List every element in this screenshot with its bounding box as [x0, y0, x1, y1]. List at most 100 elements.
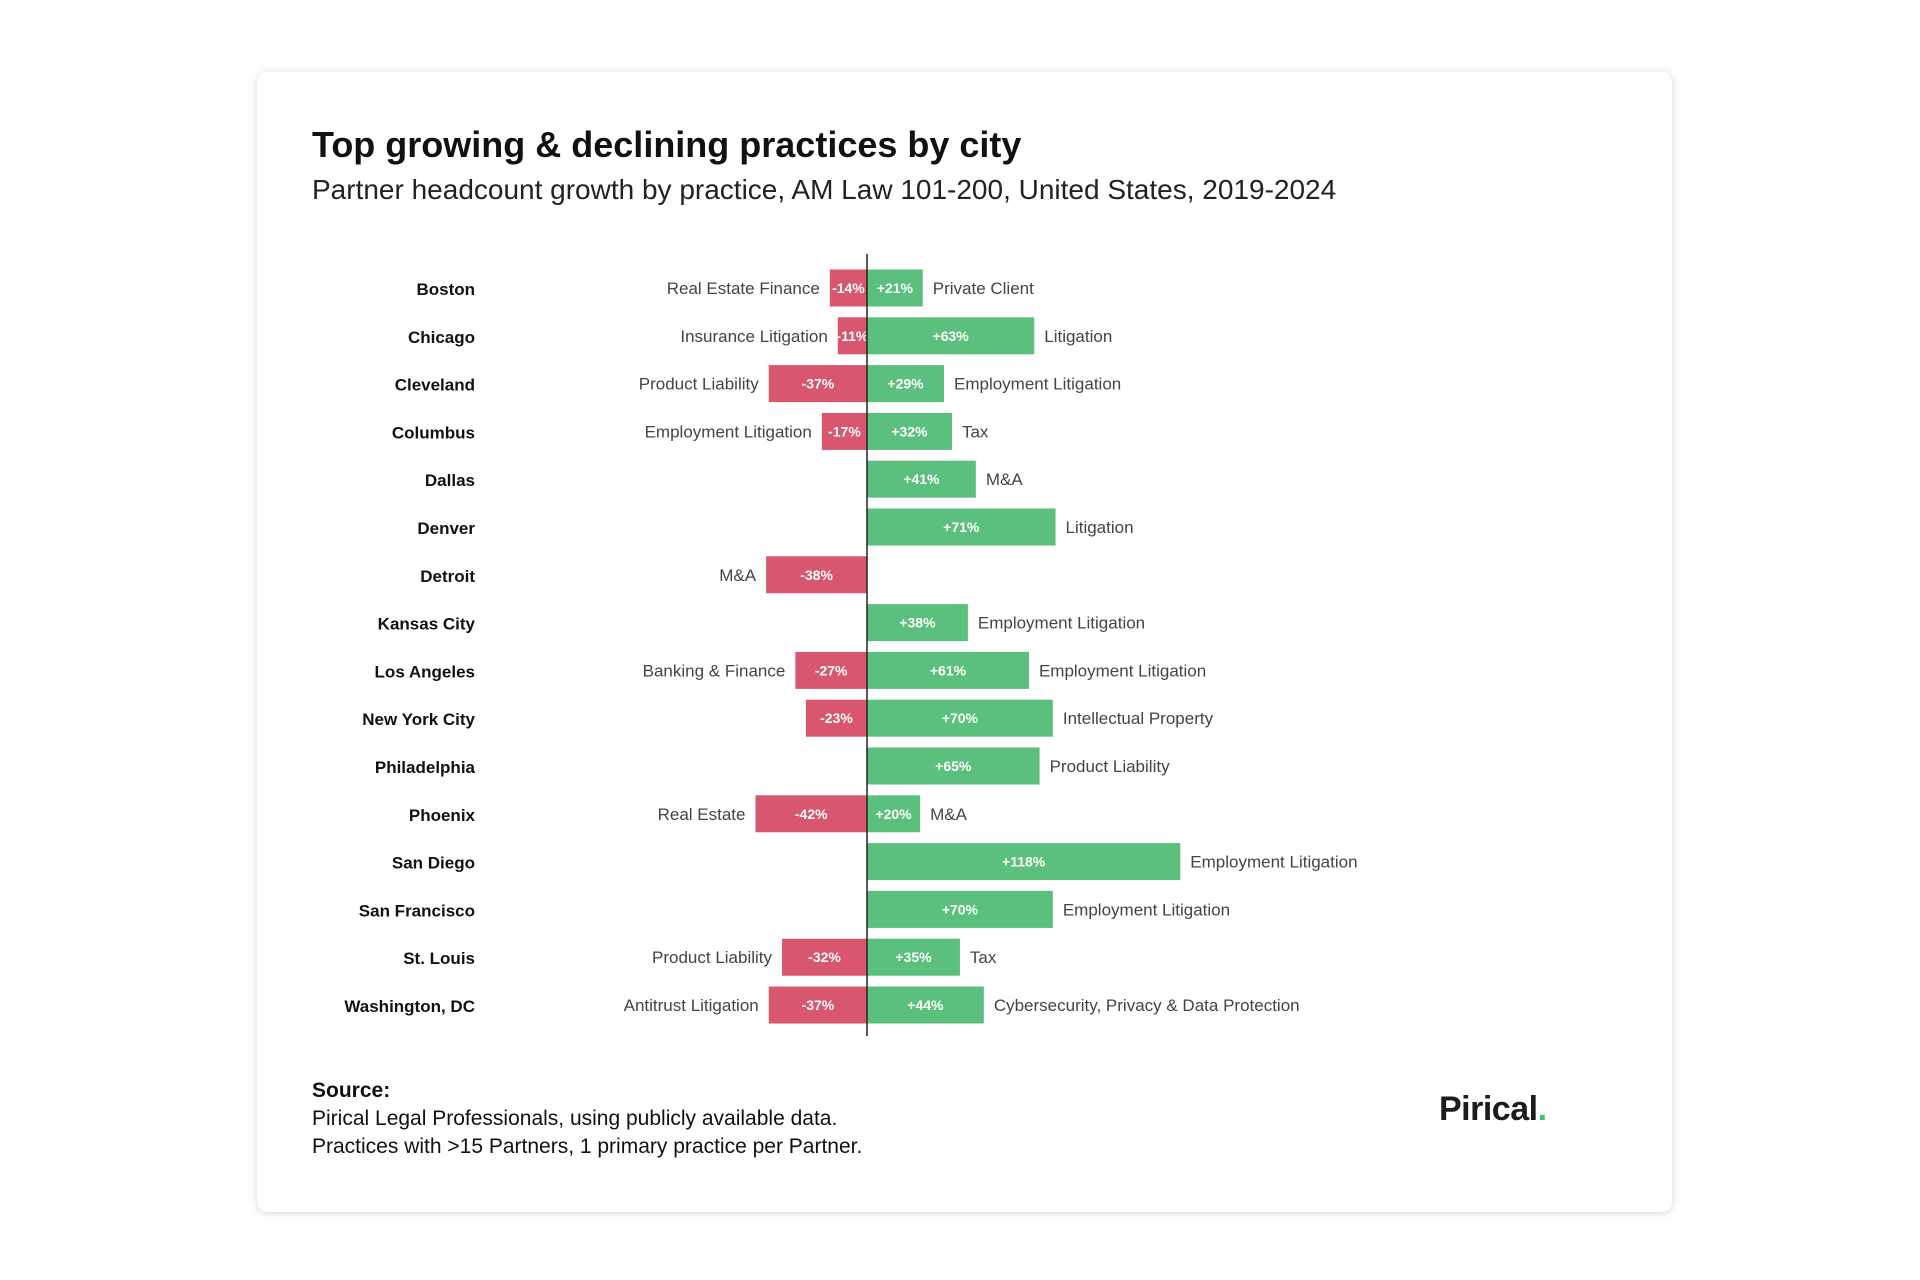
growth-practice-new-york-city: Intellectual Property: [1063, 709, 1214, 728]
decline-value-cleveland: -37%: [802, 376, 835, 392]
growth-practice-kansas-city: Employment Litigation: [978, 614, 1145, 633]
growth-value-new-york-city: +70%: [942, 710, 979, 726]
decline-value-new-york-city: -23%: [820, 710, 853, 726]
decline-value-washington-dc: -37%: [802, 997, 835, 1013]
growth-practice-san-diego: Employment Litigation: [1190, 853, 1357, 872]
growth-value-dallas: +41%: [903, 471, 940, 487]
decline-bar-washington-dc: [768, 986, 867, 1024]
growth-value-boston: +21%: [877, 280, 914, 296]
decline-practice-columbus: Employment Litigation: [645, 422, 812, 441]
city-label-detroit: Detroit: [420, 567, 475, 586]
city-label-los-angeles: Los Angeles: [375, 662, 475, 681]
decline-value-boston: -14%: [832, 280, 865, 296]
growth-value-chicago: +63%: [933, 328, 970, 344]
decline-bar-cleveland: [768, 365, 867, 403]
source-heading: Source:: [312, 1079, 391, 1102]
growth-practice-denver: Litigation: [1066, 518, 1134, 537]
chart-title: Top growing & declining practices by cit…: [312, 124, 1022, 165]
growth-bar-san-diego: [867, 843, 1181, 881]
growth-value-cleveland: +29%: [887, 376, 924, 392]
decline-practice-phoenix: Real Estate: [658, 805, 746, 824]
source-line-1: Pirical Legal Professionals, using publi…: [312, 1107, 838, 1130]
growth-bar-kansas-city: [867, 604, 968, 642]
growth-value-los-angeles: +61%: [930, 662, 967, 678]
growth-bar-columbus: [867, 412, 952, 450]
growth-practice-st-louis: Tax: [970, 948, 997, 967]
growth-value-st-louis: +35%: [895, 949, 932, 965]
city-label-dallas: Dallas: [425, 471, 475, 490]
decline-practice-los-angeles: Banking & Finance: [643, 661, 786, 680]
growth-bar-chicago: [867, 317, 1035, 355]
decline-value-los-angeles: -27%: [815, 662, 848, 678]
decline-bar-los-angeles: [795, 651, 867, 689]
growth-bar-boston: [867, 269, 923, 307]
growth-practice-philadelphia: Product Liability: [1050, 757, 1171, 776]
growth-bar-san-francisco: [867, 890, 1053, 928]
decline-practice-st-louis: Product Liability: [652, 948, 773, 967]
decline-value-columbus: -17%: [828, 423, 861, 439]
city-label-phoenix: Phoenix: [409, 806, 476, 825]
growth-bar-philadelphia: [867, 747, 1040, 785]
growth-practice-washington-dc: Cybersecurity, Privacy & Data Protection: [994, 996, 1300, 1015]
decline-bar-columbus: [821, 412, 867, 450]
growth-bar-new-york-city: [867, 699, 1053, 737]
city-label-philadelphia: Philadelphia: [375, 758, 476, 777]
growth-bar-phoenix: [867, 795, 921, 833]
growth-value-kansas-city: +38%: [899, 615, 936, 631]
decline-bar-phoenix: [755, 795, 867, 833]
growth-bar-denver: [867, 508, 1056, 546]
growth-practice-cleveland: Employment Litigation: [954, 375, 1121, 394]
city-label-st-louis: St. Louis: [403, 949, 475, 968]
growth-practice-los-angeles: Employment Litigation: [1039, 661, 1206, 680]
chart-card: Top growing & declining practices by cit…: [257, 72, 1672, 1212]
decline-practice-chicago: Insurance Litigation: [680, 327, 827, 346]
diverging-bar-chart: Boston -14% Real Estate Finance +21% Private…: [344, 254, 1358, 1036]
logo-dot: .: [1537, 1090, 1547, 1128]
growth-bar-st-louis: [867, 938, 960, 976]
growth-practice-boston: Private Client: [933, 279, 1034, 298]
city-label-san-diego: San Diego: [392, 854, 475, 873]
growth-value-philadelphia: +65%: [935, 758, 972, 774]
city-label-chicago: Chicago: [408, 328, 475, 347]
decline-practice-detroit: M&A: [719, 566, 757, 585]
city-label-denver: Denver: [417, 519, 475, 538]
decline-practice-washington-dc: Antitrust Litigation: [624, 996, 759, 1015]
decline-value-phoenix: -42%: [795, 806, 828, 822]
growth-bar-cleveland: [867, 365, 944, 403]
growth-practice-columbus: Tax: [962, 422, 989, 441]
logo-text: Pirical: [1439, 1090, 1538, 1128]
decline-bar-new-york-city: [805, 699, 867, 737]
growth-practice-dallas: M&A: [986, 470, 1024, 489]
growth-practice-phoenix: M&A: [930, 805, 968, 824]
growth-bar-washington-dc: [867, 986, 984, 1024]
growth-value-columbus: +32%: [891, 423, 928, 439]
growth-value-san-diego: +118%: [1002, 854, 1046, 870]
growth-value-denver: +71%: [943, 519, 980, 535]
decline-practice-boston: Real Estate Finance: [667, 279, 820, 298]
decline-value-chicago: -11%: [836, 328, 868, 344]
decline-value-detroit: -38%: [800, 567, 833, 583]
city-label-washington-dc: Washington, DC: [344, 997, 475, 1016]
city-label-san-francisco: San Francisco: [359, 901, 475, 920]
growth-bar-dallas: [867, 460, 976, 498]
decline-practice-cleveland: Product Liability: [639, 375, 760, 394]
city-label-columbus: Columbus: [392, 423, 475, 442]
city-label-cleveland: Cleveland: [395, 376, 475, 395]
growth-practice-san-francisco: Employment Litigation: [1063, 900, 1230, 919]
decline-bar-chicago: [837, 317, 867, 355]
growth-value-san-francisco: +70%: [942, 901, 979, 917]
city-label-new-york-city: New York City: [362, 710, 475, 729]
decline-bar-st-louis: [782, 938, 867, 976]
pirical-logo: Pirical.: [1439, 1090, 1547, 1129]
source-line-2: Practices with >15 Partners, 1 primary p…: [312, 1135, 863, 1158]
growth-practice-chicago: Litigation: [1044, 327, 1112, 346]
city-label-boston: Boston: [416, 280, 475, 299]
decline-bar-boston: [829, 269, 867, 307]
growth-value-phoenix: +20%: [875, 806, 912, 822]
growth-bar-los-angeles: [867, 651, 1029, 689]
decline-value-st-louis: -32%: [808, 949, 841, 965]
growth-value-washington-dc: +44%: [907, 997, 944, 1013]
decline-bar-detroit: [766, 556, 867, 594]
city-label-kansas-city: Kansas City: [378, 615, 476, 634]
chart-subtitle: Partner headcount growth by practice, AM…: [312, 174, 1337, 205]
